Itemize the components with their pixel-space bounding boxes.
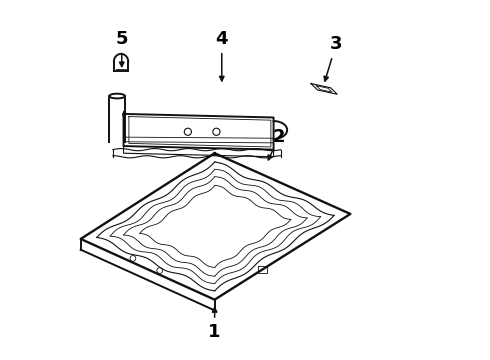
Text: 4: 4 <box>216 30 228 81</box>
Text: 5: 5 <box>116 30 128 67</box>
Text: 2: 2 <box>268 128 285 160</box>
Text: 1: 1 <box>208 308 221 341</box>
Text: 3: 3 <box>324 35 343 81</box>
Ellipse shape <box>109 94 125 98</box>
